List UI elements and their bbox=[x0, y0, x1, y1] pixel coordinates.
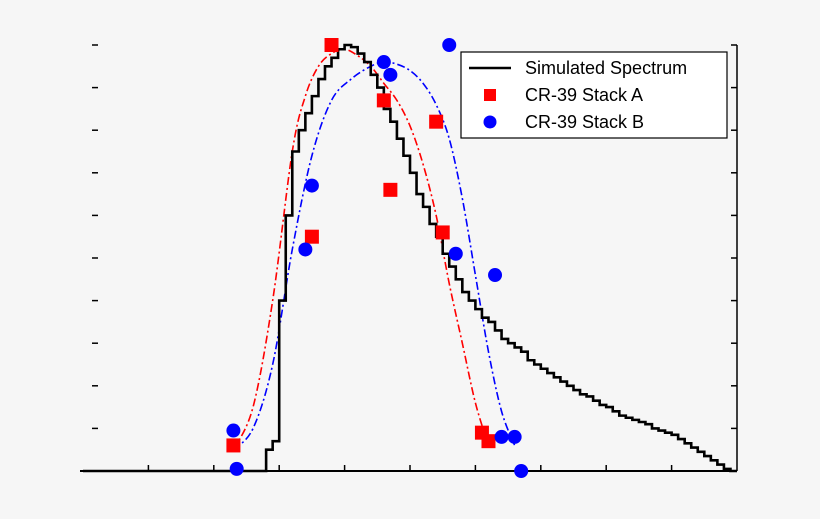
stack-a-point bbox=[304, 229, 319, 244]
stack-b-point bbox=[226, 423, 241, 438]
stack-a-point bbox=[383, 182, 398, 197]
fit-curve-0 bbox=[232, 48, 490, 451]
stack-a-point bbox=[324, 38, 339, 52]
stack-b-point bbox=[383, 67, 398, 82]
stack-b-point bbox=[229, 461, 244, 476]
stack-a-point bbox=[481, 434, 496, 449]
legend-square-swatch bbox=[484, 89, 496, 101]
stack-b-point bbox=[298, 242, 313, 257]
fit-curve-1 bbox=[232, 61, 516, 451]
stack-a-point bbox=[429, 114, 444, 129]
stack-b-point bbox=[376, 55, 391, 70]
stack-a-point bbox=[435, 225, 450, 240]
legend-label: CR-39 Stack B bbox=[525, 112, 644, 132]
stack-b-point bbox=[448, 246, 463, 261]
stack-a-point bbox=[226, 438, 241, 453]
simulated-spectrum-path bbox=[83, 43, 737, 473]
stack-b-point bbox=[494, 429, 509, 444]
legend-label: Simulated Spectrum bbox=[525, 58, 687, 78]
legend-box bbox=[460, 51, 728, 139]
stack-b-point bbox=[442, 38, 457, 52]
stack-b-point bbox=[514, 464, 529, 478]
stack-b-point bbox=[488, 268, 503, 283]
legend: Simulated Spectrum CR-39 Stack A CR-39 Sta… bbox=[460, 51, 728, 139]
data-points bbox=[226, 38, 529, 478]
simulated-spectrum-line bbox=[83, 43, 737, 473]
stack-b-point bbox=[507, 429, 522, 444]
stack-a-point bbox=[376, 93, 391, 108]
legend-circle-swatch bbox=[483, 115, 497, 129]
legend-label: CR-39 Stack A bbox=[525, 85, 643, 105]
stack-b-point bbox=[304, 178, 319, 193]
